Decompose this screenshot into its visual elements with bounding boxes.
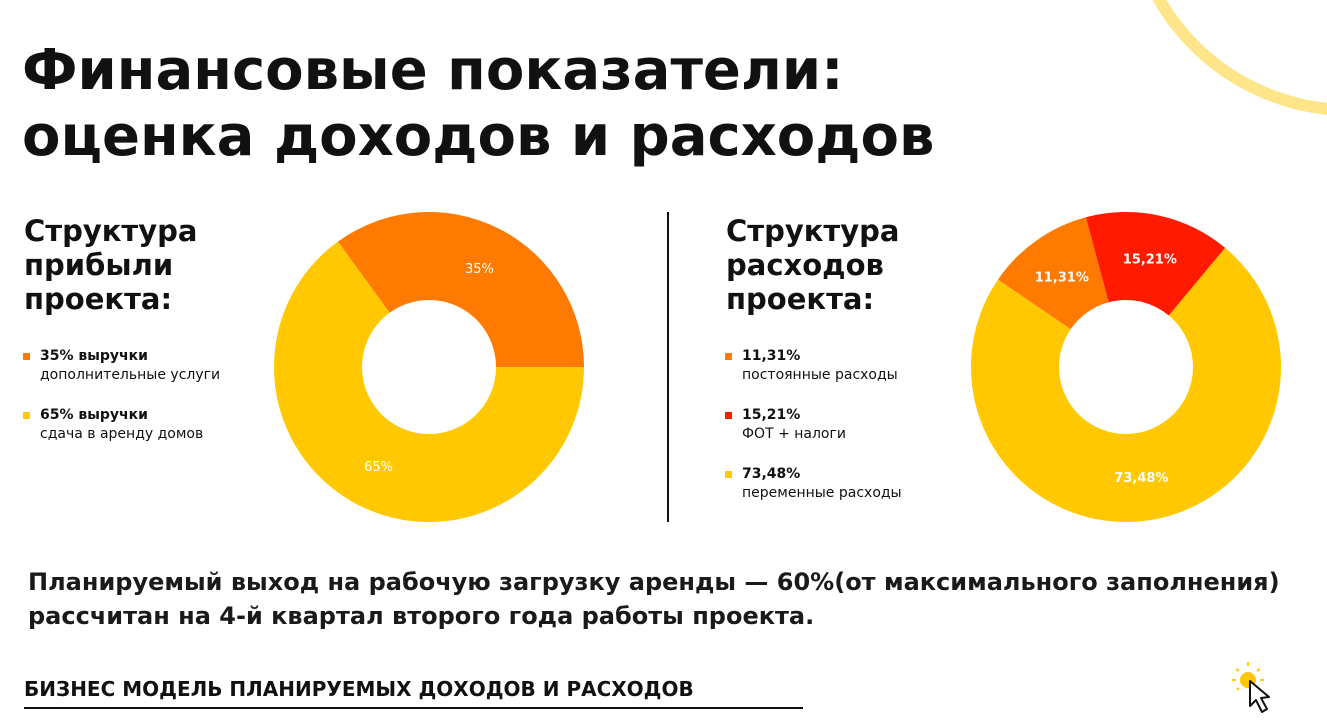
footer-title: БИЗНЕС МОДЕЛЬ ПЛАНИРУЕМЫХ ДОХОДОВ И РАСХ… <box>24 677 803 709</box>
donut-slice <box>1085 212 1226 316</box>
legend-value: 73,48% <box>742 466 801 482</box>
slice-label: 11,31% <box>1035 270 1089 285</box>
legend-label: ФОТ + налоги <box>742 426 846 442</box>
slice-label: 15,21% <box>1123 253 1177 268</box>
heading-line: проекта: <box>24 282 173 316</box>
legend-label: дополнительные услуги <box>40 367 221 383</box>
heading-line: Структура <box>24 214 198 248</box>
legend-label: переменные расходы <box>742 485 902 501</box>
expenses-donut-chart: 11,31% 15,21% 73,48% <box>971 212 1281 522</box>
heading-line: расходов <box>726 248 884 282</box>
title-line-1: Финансовые показатели: <box>22 38 844 103</box>
left-heading: Структура прибыли проекта: <box>24 214 197 316</box>
donut-slice <box>337 212 584 367</box>
decorative-ring <box>1152 0 1327 115</box>
right-legend: 11,31% постоянные расходы 15,21% ФОТ + нал… <box>724 347 902 524</box>
left-legend: 35% выручки дополнительные услуги 65% выр… <box>22 347 220 465</box>
profit-donut-chart: 35% 65% <box>274 212 584 523</box>
page-title: Финансовые показатели: оценка доходов и … <box>22 38 934 170</box>
legend-swatch <box>725 412 732 419</box>
legend-label: постоянные расходы <box>742 367 898 383</box>
slice-label: 73,48% <box>1114 471 1168 486</box>
note-text: Планируемый выход на рабочую загрузку ар… <box>28 568 1280 630</box>
legend-swatch <box>23 412 30 419</box>
legend-value: 35% выручки <box>40 348 148 364</box>
heading-line: Структура <box>726 214 900 248</box>
legend-value: 11,31% <box>742 348 801 364</box>
legend-item: 15,21% ФОТ + налоги <box>724 406 902 444</box>
donut-slice <box>997 217 1109 330</box>
legend-label: сдача в аренду домов <box>40 426 204 442</box>
legend-item: 73,48% переменные расходы <box>724 465 902 503</box>
legend-value: 65% выручки <box>40 407 148 423</box>
donut-slice <box>274 241 584 523</box>
right-heading: Структура расходов проекта: <box>726 214 899 316</box>
legend-item: 65% выручки сдача в аренду домов <box>22 406 220 444</box>
legend-swatch <box>23 353 30 360</box>
slice-label: 65% <box>364 460 393 475</box>
legend-item: 35% выручки дополнительные услуги <box>22 347 220 385</box>
legend-swatch <box>725 471 732 478</box>
title-line-2: оценка доходов и расходов <box>22 104 935 169</box>
donut-slice <box>971 247 1281 522</box>
click-cursor-icon <box>1232 662 1270 713</box>
heading-line: прибыли <box>24 248 174 282</box>
slice-label: 35% <box>465 262 494 277</box>
legend-value: 15,21% <box>742 407 801 423</box>
heading-line: проекта: <box>726 282 875 316</box>
legend-item: 11,31% постоянные расходы <box>724 347 902 385</box>
divider <box>667 212 669 522</box>
legend-swatch <box>725 353 732 360</box>
